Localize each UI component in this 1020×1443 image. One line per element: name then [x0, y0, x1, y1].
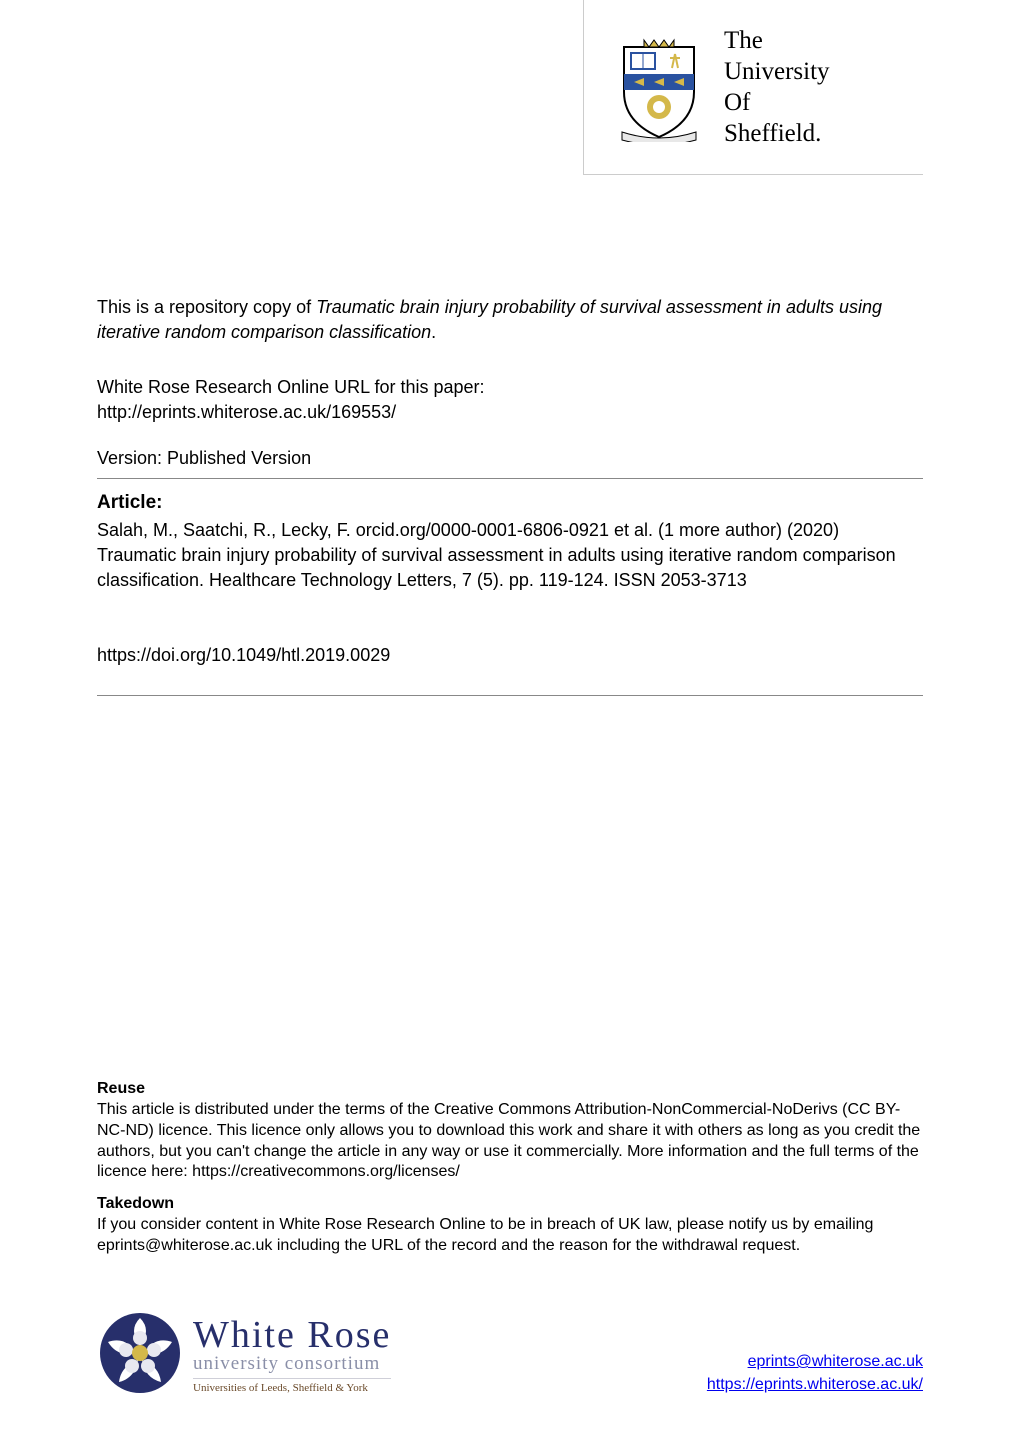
article-section: Article: Salah, M., Saatchi, R., Lecky, … [97, 492, 923, 594]
takedown-section: Takedown If you consider content in Whit… [97, 1195, 923, 1257]
url-block: White Rose Research Online URL for this … [97, 375, 923, 425]
rose-icon [97, 1310, 183, 1396]
reuse-heading: Reuse [97, 1080, 923, 1098]
white-rose-logo: White Rose university consortium Univers… [97, 1310, 391, 1396]
intro-suffix: . [431, 322, 436, 342]
uni-name-line: Sheffield. [724, 118, 830, 149]
logo-universities: Universities of Leeds, Sheffield & York [193, 1378, 391, 1394]
article-citation: Salah, M., Saatchi, R., Lecky, F. orcid.… [97, 518, 923, 594]
takedown-heading: Takedown [97, 1195, 923, 1213]
uni-name-line: University [724, 56, 830, 87]
logo-text: White Rose university consortium Univers… [193, 1313, 391, 1394]
version-line: Version: Published Version [97, 448, 311, 469]
divider [97, 695, 923, 696]
article-heading: Article: [97, 492, 923, 514]
logo-sub-text: university consortium [193, 1353, 391, 1375]
crest-icon [614, 32, 704, 142]
university-name: The University Of Sheffield. [724, 25, 830, 150]
takedown-body: If you consider content in White Rose Re… [97, 1215, 923, 1257]
reuse-section: Reuse This article is distributed under … [97, 1080, 923, 1183]
footer: White Rose university consortium Univers… [97, 1310, 923, 1396]
contact-email-link[interactable]: eprints@whiterose.ac.uk [748, 1353, 923, 1370]
uni-name-line: The [724, 25, 830, 56]
url-label: White Rose Research Online URL for this … [97, 375, 923, 400]
uni-name-line: Of [724, 87, 830, 118]
university-crest [614, 32, 704, 142]
divider [97, 478, 923, 479]
intro-prefix: This is a repository copy of [97, 297, 316, 317]
paper-url: http://eprints.whiterose.ac.uk/169553/ [97, 400, 923, 425]
university-header: The University Of Sheffield. [583, 0, 923, 175]
logo-main-text: White Rose [193, 1313, 391, 1357]
reuse-body: This article is distributed under the te… [97, 1100, 923, 1183]
contact-block: eprints@whiterose.ac.uk https://eprints.… [707, 1351, 923, 1396]
repository-intro: This is a repository copy of Traumatic b… [97, 295, 923, 345]
article-doi: https://doi.org/10.1049/htl.2019.0029 [97, 645, 390, 666]
contact-site-link[interactable]: https://eprints.whiterose.ac.uk/ [707, 1376, 923, 1393]
